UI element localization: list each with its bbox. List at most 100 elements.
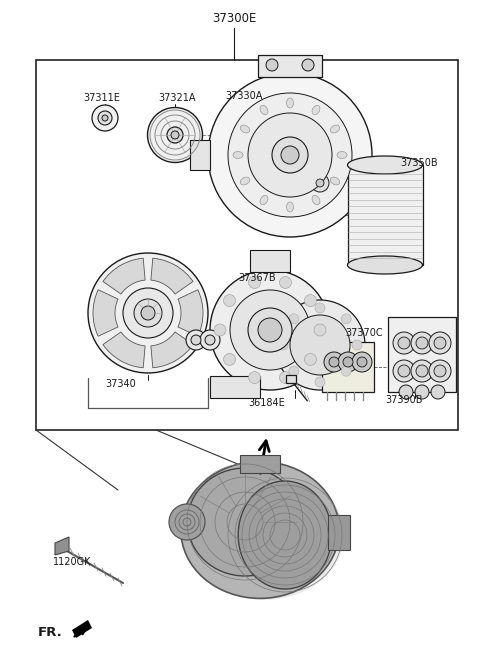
Text: 37300E: 37300E <box>212 12 256 24</box>
Ellipse shape <box>186 470 344 600</box>
Circle shape <box>315 303 325 313</box>
Circle shape <box>272 137 308 173</box>
Ellipse shape <box>238 481 332 589</box>
Wedge shape <box>103 258 145 294</box>
Circle shape <box>311 174 329 192</box>
Wedge shape <box>151 258 193 294</box>
Ellipse shape <box>287 98 293 108</box>
Circle shape <box>200 330 220 350</box>
Circle shape <box>258 318 282 342</box>
Ellipse shape <box>312 105 320 114</box>
Circle shape <box>411 332 433 354</box>
Ellipse shape <box>260 105 268 114</box>
Text: 37367B: 37367B <box>238 273 276 283</box>
Circle shape <box>304 353 316 365</box>
Wedge shape <box>103 332 145 368</box>
Text: 36184E: 36184E <box>248 398 285 408</box>
Circle shape <box>214 324 226 336</box>
Circle shape <box>343 357 353 367</box>
Circle shape <box>393 360 415 382</box>
Circle shape <box>230 290 310 370</box>
Ellipse shape <box>348 256 422 274</box>
Circle shape <box>171 131 179 139</box>
Circle shape <box>92 105 118 131</box>
Ellipse shape <box>240 177 250 185</box>
Text: 37340: 37340 <box>105 379 136 389</box>
Ellipse shape <box>330 125 340 133</box>
Circle shape <box>224 294 236 307</box>
Circle shape <box>352 352 372 372</box>
Circle shape <box>341 366 351 376</box>
Circle shape <box>415 385 429 399</box>
Circle shape <box>398 365 410 377</box>
Circle shape <box>352 340 362 350</box>
Bar <box>36 60 458 430</box>
Circle shape <box>289 314 299 324</box>
Text: FR.: FR. <box>38 627 63 639</box>
Circle shape <box>281 146 299 164</box>
Bar <box>210 376 260 398</box>
Circle shape <box>98 111 112 125</box>
Wedge shape <box>178 290 203 336</box>
Ellipse shape <box>312 195 320 205</box>
Text: 1120GK: 1120GK <box>53 557 92 567</box>
Circle shape <box>398 337 410 349</box>
Ellipse shape <box>337 152 347 158</box>
Circle shape <box>324 352 344 372</box>
Circle shape <box>248 308 292 352</box>
Circle shape <box>429 360 451 382</box>
Circle shape <box>279 372 291 384</box>
Circle shape <box>316 179 324 187</box>
Circle shape <box>302 59 314 71</box>
Circle shape <box>123 288 173 338</box>
Circle shape <box>208 73 372 237</box>
Circle shape <box>411 360 433 382</box>
Bar <box>348 165 423 265</box>
Bar <box>388 317 456 392</box>
Bar <box>250 250 290 272</box>
Circle shape <box>275 300 365 390</box>
Circle shape <box>341 314 351 324</box>
Circle shape <box>314 324 326 336</box>
Ellipse shape <box>147 108 203 162</box>
Circle shape <box>429 332 451 354</box>
Polygon shape <box>72 620 92 638</box>
Circle shape <box>248 113 332 197</box>
Ellipse shape <box>181 462 339 599</box>
Circle shape <box>357 357 367 367</box>
Circle shape <box>186 330 206 350</box>
Circle shape <box>278 340 288 350</box>
Circle shape <box>224 353 236 365</box>
Text: 37370C: 37370C <box>345 328 383 338</box>
Text: 37321A: 37321A <box>158 93 195 103</box>
Circle shape <box>304 294 316 307</box>
Circle shape <box>329 357 339 367</box>
Circle shape <box>210 270 330 390</box>
Text: 37350B: 37350B <box>400 158 438 168</box>
Ellipse shape <box>240 125 250 133</box>
Circle shape <box>431 385 445 399</box>
Circle shape <box>249 277 261 288</box>
Circle shape <box>434 365 446 377</box>
Circle shape <box>169 504 205 540</box>
Circle shape <box>167 127 183 143</box>
Ellipse shape <box>287 202 293 212</box>
Circle shape <box>393 332 415 354</box>
Ellipse shape <box>348 156 422 174</box>
Circle shape <box>134 299 162 327</box>
Bar <box>240 455 280 473</box>
Circle shape <box>416 337 428 349</box>
Circle shape <box>191 335 201 345</box>
Circle shape <box>290 315 350 375</box>
Wedge shape <box>93 290 118 336</box>
Circle shape <box>228 93 352 217</box>
Circle shape <box>434 337 446 349</box>
Circle shape <box>88 253 208 373</box>
Polygon shape <box>258 55 322 77</box>
Circle shape <box>102 115 108 121</box>
Bar <box>190 140 210 170</box>
Circle shape <box>315 377 325 387</box>
Circle shape <box>249 372 261 384</box>
Text: 37390B: 37390B <box>385 395 422 405</box>
Bar <box>322 342 374 392</box>
